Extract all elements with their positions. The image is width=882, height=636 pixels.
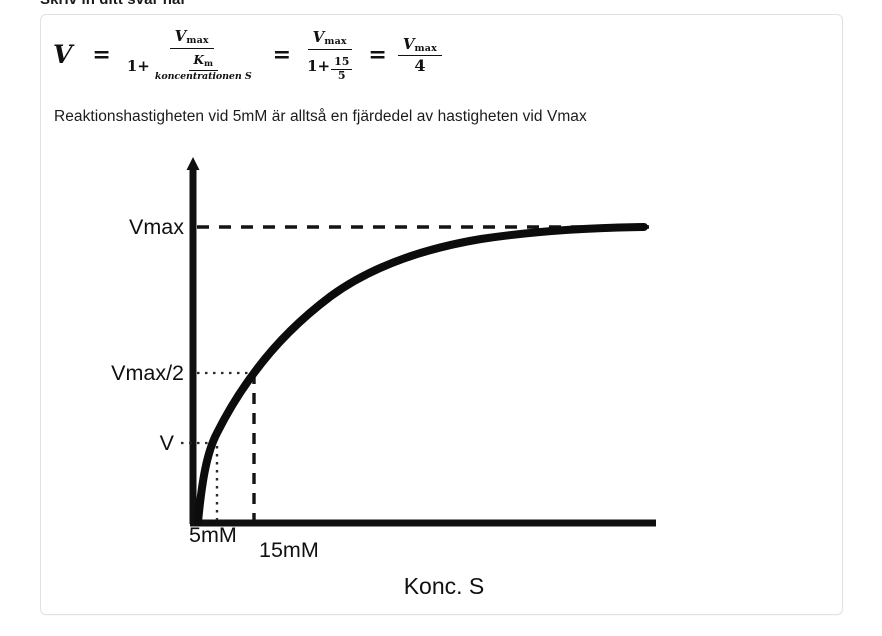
formula-denominator-full: 1+ Km koncentrationen S — [122, 49, 262, 83]
vmax-base: V — [174, 27, 187, 45]
formula-expression: V = Vmax 1+ Km koncentrationen S — [53, 27, 442, 83]
vmax-base-2: V — [312, 27, 325, 46]
x-label-5mm: 5mM — [189, 523, 237, 547]
formula-numerator-vmax-2: Vmax — [307, 27, 352, 50]
formula-fraction-full: Vmax 1+ Km koncentrationen S — [122, 27, 262, 83]
vmax-subscript-3: max — [414, 42, 437, 54]
formula-fraction-15-over-5: 15 5 — [331, 51, 353, 82]
x-axis-title: Konc. S — [404, 573, 485, 599]
michaelis-menten-chart: Vmax Vmax/2 V 5mM 15mM Konc. S — [41, 130, 842, 610]
formula-denominator-numeric: 1+ 15 5 — [302, 50, 357, 82]
y-label-vmax-half: Vmax/2 — [111, 361, 184, 385]
formula-numerator-vmax: Vmax — [169, 27, 214, 49]
chart-svg: Vmax Vmax/2 V 5mM 15mM Konc. S — [111, 157, 656, 599]
formula-fraction-km-over-s: Km koncentrationen S — [150, 50, 257, 83]
y-axis — [186, 157, 200, 524]
formula-one-plus-2: 1+ — [307, 56, 331, 75]
formula-15: 15 — [331, 51, 353, 70]
formula-variable-v: V — [53, 40, 73, 70]
formula-denominator-result: 4 — [409, 56, 430, 75]
formula-fraction-numeric: Vmax 1+ 15 5 — [302, 28, 357, 82]
answer-card: V = Vmax 1+ Km koncentrationen S — [40, 14, 843, 615]
formula-km: Km — [188, 50, 218, 72]
formula-5: 5 — [335, 68, 349, 82]
formula-numerator-vmax-3: Vmax — [397, 34, 442, 57]
page-title: Skriv in ditt svar här — [40, 0, 186, 8]
formula-fraction-result: Vmax 4 — [397, 34, 442, 76]
formula-equals-1: = — [92, 41, 111, 68]
vmax-subscript: max — [186, 35, 209, 47]
km-subscript: m — [203, 58, 213, 69]
formula-equals-3: = — [368, 41, 387, 68]
konc-label: koncentrationen S — [154, 71, 252, 83]
x-label-15mm: 15mM — [259, 538, 319, 562]
vmax-base-3: V — [402, 34, 415, 53]
formula-konc-s: koncentrationen S — [150, 71, 257, 83]
y-label-v: V — [160, 431, 175, 455]
value-15: 15 — [334, 54, 350, 68]
value-4: 4 — [414, 56, 426, 76]
value-5: 5 — [337, 68, 346, 82]
explanation-text: Reaktionshastigheten vid 5mM är alltså e… — [54, 108, 587, 125]
y-label-vmax: Vmax — [129, 215, 184, 239]
formula-equals-2: = — [272, 41, 292, 68]
vmax-subscript-2: max — [324, 35, 347, 47]
formula-one-plus-1: 1+ — [126, 56, 150, 75]
km-base: K — [193, 52, 204, 67]
michaelis-menten-curve — [194, 223, 648, 526]
